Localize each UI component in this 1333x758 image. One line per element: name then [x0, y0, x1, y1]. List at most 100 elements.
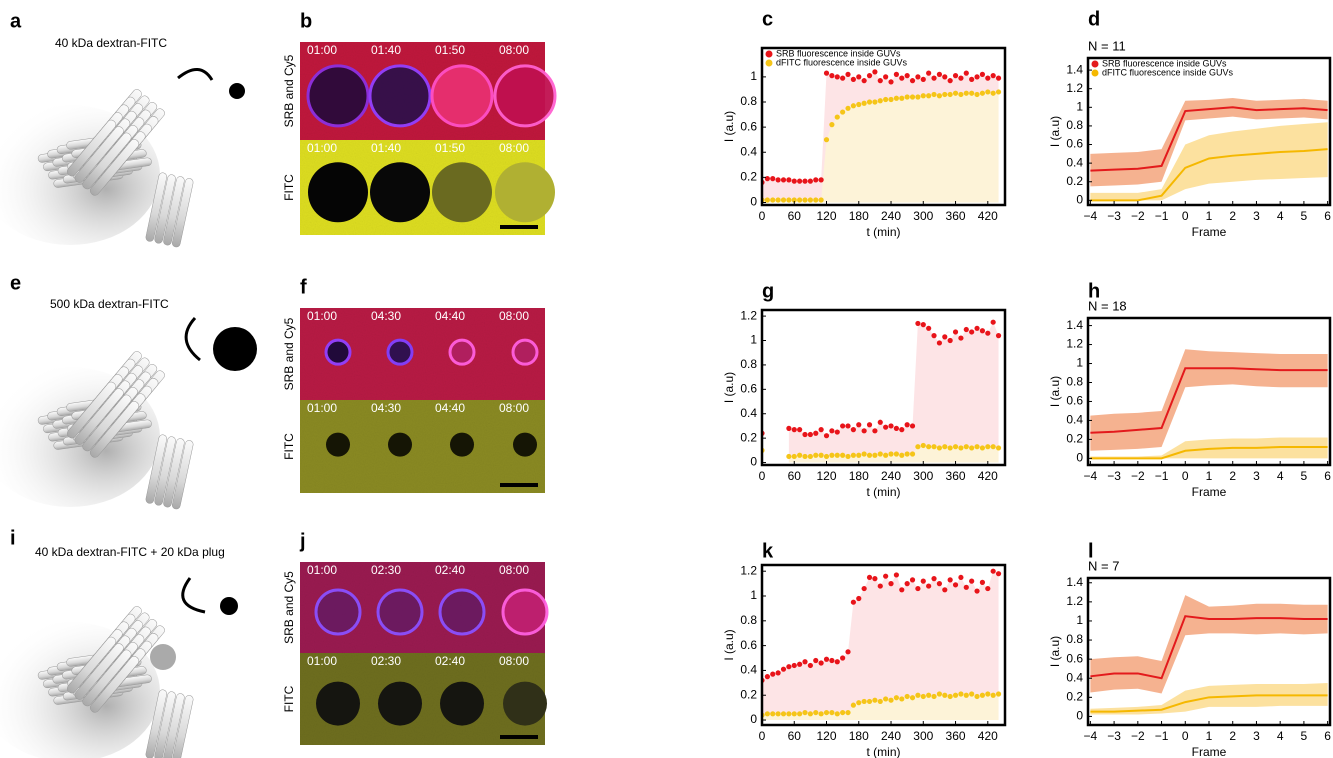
- point: [802, 178, 808, 184]
- x-tick-label: 2: [1229, 729, 1236, 743]
- scale-bar: [500, 225, 538, 229]
- point: [926, 444, 932, 450]
- y-tick-label: 0.4: [740, 144, 757, 158]
- y-axis-label: I (a.u): [1048, 376, 1062, 407]
- panel-letter: a: [10, 10, 22, 32]
- tube: [66, 636, 117, 694]
- time-label: 08:00: [499, 43, 529, 57]
- point: [931, 576, 937, 582]
- point: [850, 103, 856, 109]
- error-band: [1090, 122, 1328, 201]
- plot-area: [1090, 349, 1328, 460]
- point: [818, 427, 824, 433]
- point: [963, 326, 969, 333]
- point: [775, 670, 781, 676]
- y-axis-label: I (a.u): [1048, 636, 1062, 667]
- point: [888, 451, 894, 457]
- x-tick-label: 4: [1277, 729, 1284, 743]
- point: [926, 70, 932, 76]
- panel-letter: f: [300, 276, 307, 298]
- x-tick-label: 360: [946, 209, 966, 223]
- x-tick-label: 120: [816, 469, 836, 483]
- point: [979, 90, 986, 96]
- point: [963, 584, 969, 590]
- tube: [172, 178, 194, 248]
- point: [947, 693, 953, 700]
- x-tick-label: 6: [1324, 469, 1331, 483]
- x-tick-label: −2: [1131, 469, 1145, 483]
- arrow: [177, 68, 214, 81]
- point: [872, 697, 878, 703]
- origami-schematic: [0, 68, 245, 248]
- point: [813, 657, 819, 664]
- y-axis-label: I (a.u): [722, 111, 736, 142]
- point: [780, 666, 787, 672]
- point: [823, 137, 830, 143]
- x-axis-label: t (min): [867, 745, 901, 758]
- point: [952, 692, 959, 698]
- point: [883, 96, 889, 103]
- vesicle: [493, 64, 557, 128]
- x-tick-label: 60: [788, 209, 802, 223]
- point: [866, 73, 873, 79]
- point: [893, 95, 900, 101]
- point: [926, 692, 932, 698]
- point: [797, 197, 803, 203]
- point: [974, 74, 980, 80]
- caption: 40 kDa dextran-FITC: [55, 36, 167, 50]
- point: [791, 711, 797, 717]
- tube: [145, 172, 168, 242]
- caption: 40 kDa dextran-FITC + 20 kDa plug: [35, 545, 225, 559]
- tube: [82, 649, 132, 707]
- point: [797, 427, 803, 433]
- x-tick-label: 2: [1229, 469, 1236, 483]
- point: [920, 578, 926, 584]
- point: [909, 94, 916, 100]
- point: [931, 444, 937, 450]
- area: [762, 693, 999, 721]
- x-tick-label: −4: [1084, 729, 1098, 743]
- point: [872, 69, 878, 75]
- point: [947, 337, 953, 344]
- point: [979, 579, 986, 585]
- line: [1090, 615, 1328, 680]
- y-tick-label: 0.6: [1066, 651, 1083, 665]
- vesicle: [368, 64, 432, 128]
- x-tick-label: 60: [788, 469, 802, 483]
- point: [915, 320, 921, 327]
- point: [764, 674, 770, 680]
- point: [840, 709, 846, 716]
- tube: [66, 381, 117, 439]
- point: [963, 90, 969, 96]
- x-tick-label: 2: [1229, 209, 1236, 223]
- legend-marker: [1091, 60, 1099, 68]
- point: [845, 71, 851, 77]
- x-axis-label: t (min): [867, 225, 901, 239]
- plot-area: [1090, 595, 1328, 715]
- y-tick-label: 1.2: [1066, 594, 1083, 608]
- point: [893, 425, 900, 431]
- point: [797, 711, 803, 717]
- y-axis-label: I (a.u): [722, 372, 736, 403]
- y-tick-label: 1: [1076, 99, 1083, 113]
- point: [856, 74, 862, 80]
- point: [904, 422, 910, 428]
- axes-frame: [760, 563, 1007, 727]
- point: [883, 573, 889, 579]
- point: [840, 452, 846, 458]
- point: [942, 334, 948, 340]
- time-label: 01:00: [307, 654, 337, 668]
- point: [877, 78, 883, 84]
- point: [786, 711, 792, 717]
- point: [893, 71, 900, 77]
- point: [797, 452, 803, 458]
- point: [813, 197, 819, 203]
- x-tick-label: 180: [849, 469, 869, 483]
- channel-label: FITC: [282, 685, 296, 712]
- point: [856, 422, 862, 428]
- vesicle: [378, 681, 422, 726]
- tube: [154, 174, 176, 244]
- point: [979, 328, 986, 334]
- x-tick-label: 1: [1206, 209, 1213, 223]
- point: [786, 197, 792, 203]
